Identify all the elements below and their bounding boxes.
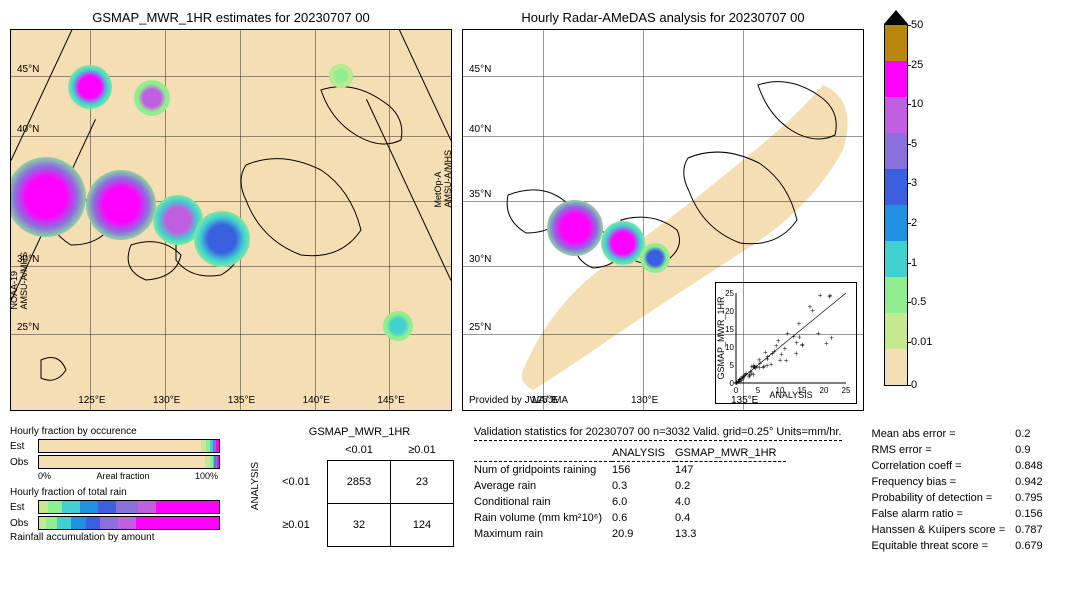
svg-text:0: 0	[730, 379, 735, 388]
contingency-table: <0.01≥0.01 <0.01 2853 23 ≥0.01 32 124	[265, 440, 454, 547]
bottom-stats-row: Hourly fraction by occurence Est Obs 0% …	[10, 426, 1070, 554]
row-obs-label: Obs	[10, 457, 38, 468]
totalrain-title: Hourly fraction of total rain	[10, 487, 230, 498]
right-map-title: Hourly Radar-AMeDAS analysis for 2023070…	[462, 10, 864, 25]
svg-text:0: 0	[734, 386, 739, 395]
validation-title: Validation statistics for 20230707 00 n=…	[474, 426, 842, 441]
occurrence-est-bar	[38, 439, 220, 453]
contingency-block: ANALYSIS GSMAP_MWR_1HR <0.01≥0.01 <0.01 …	[250, 426, 454, 547]
validation-block: Validation statistics for 20230707 00 n=…	[474, 426, 1070, 554]
left-map-panel: GSMAP_MWR_1HR estimates for 20230707 00 …	[10, 10, 452, 411]
right-map-area: ANALYSIS GSMAP_MWR_1HR 0510 152025 0510 …	[462, 29, 864, 411]
svg-text:25: 25	[842, 386, 851, 395]
svg-text:25: 25	[725, 289, 734, 298]
svg-text:5: 5	[730, 361, 735, 370]
svg-text:20: 20	[725, 307, 734, 316]
colorbar-panel: 50251053210.50.010	[884, 10, 908, 386]
scatter-inset: ANALYSIS GSMAP_MWR_1HR 0510 152025 0510 …	[715, 282, 857, 404]
ctg-cell: 32	[328, 504, 391, 547]
ctg-cell: 124	[391, 504, 454, 547]
accum-title: Rainfall accumulation by amount	[10, 532, 230, 543]
left-map-title: GSMAP_MWR_1HR estimates for 20230707 00	[10, 10, 452, 25]
right-map-panel: Hourly Radar-AMeDAS analysis for 2023070…	[462, 10, 864, 411]
ctg-cell: 2853	[328, 461, 391, 504]
ctg-ylabel: ANALYSIS	[250, 462, 261, 510]
colorbar-arrow-icon	[884, 10, 908, 24]
svg-text:5: 5	[756, 386, 761, 395]
svg-text:10: 10	[725, 343, 734, 352]
metrics-table: Mean abs error =0.2RMS error =0.9Correla…	[872, 426, 1053, 554]
svg-text:10: 10	[776, 386, 785, 395]
metrics-col: Mean abs error =0.2RMS error =0.9Correla…	[872, 426, 1053, 554]
scatter-svg: ANALYSIS GSMAP_MWR_1HR 0510 152025 0510 …	[716, 283, 856, 403]
validation-table: ANALYSIS GSMAP_MWR_1HR Num of gridpoints…	[474, 445, 786, 542]
fraction-block: Hourly fraction by occurence Est Obs 0% …	[10, 426, 230, 545]
occurrence-title: Hourly fraction by occurence	[10, 426, 230, 437]
ctg-title: GSMAP_MWR_1HR	[265, 426, 454, 438]
svg-text:15: 15	[725, 325, 734, 334]
occurrence-obs-bar	[38, 455, 220, 469]
totalrain-obs-bar	[38, 516, 220, 530]
colorbar: 50251053210.50.010	[884, 24, 908, 386]
top-map-row: GSMAP_MWR_1HR estimates for 20230707 00 …	[10, 10, 1070, 411]
ctg-cell: 23	[391, 461, 454, 504]
left-map-area: NOAA-19AMSU-A/MHS MetOp-AAMSU-A/MHS 45°N…	[10, 29, 452, 411]
sat-label-right: MetOp-AAMSU-A/MHS	[433, 150, 452, 208]
svg-text:20: 20	[820, 386, 829, 395]
svg-text:15: 15	[798, 386, 807, 395]
row-est-label: Est	[10, 441, 38, 452]
totalrain-est-bar	[38, 500, 220, 514]
